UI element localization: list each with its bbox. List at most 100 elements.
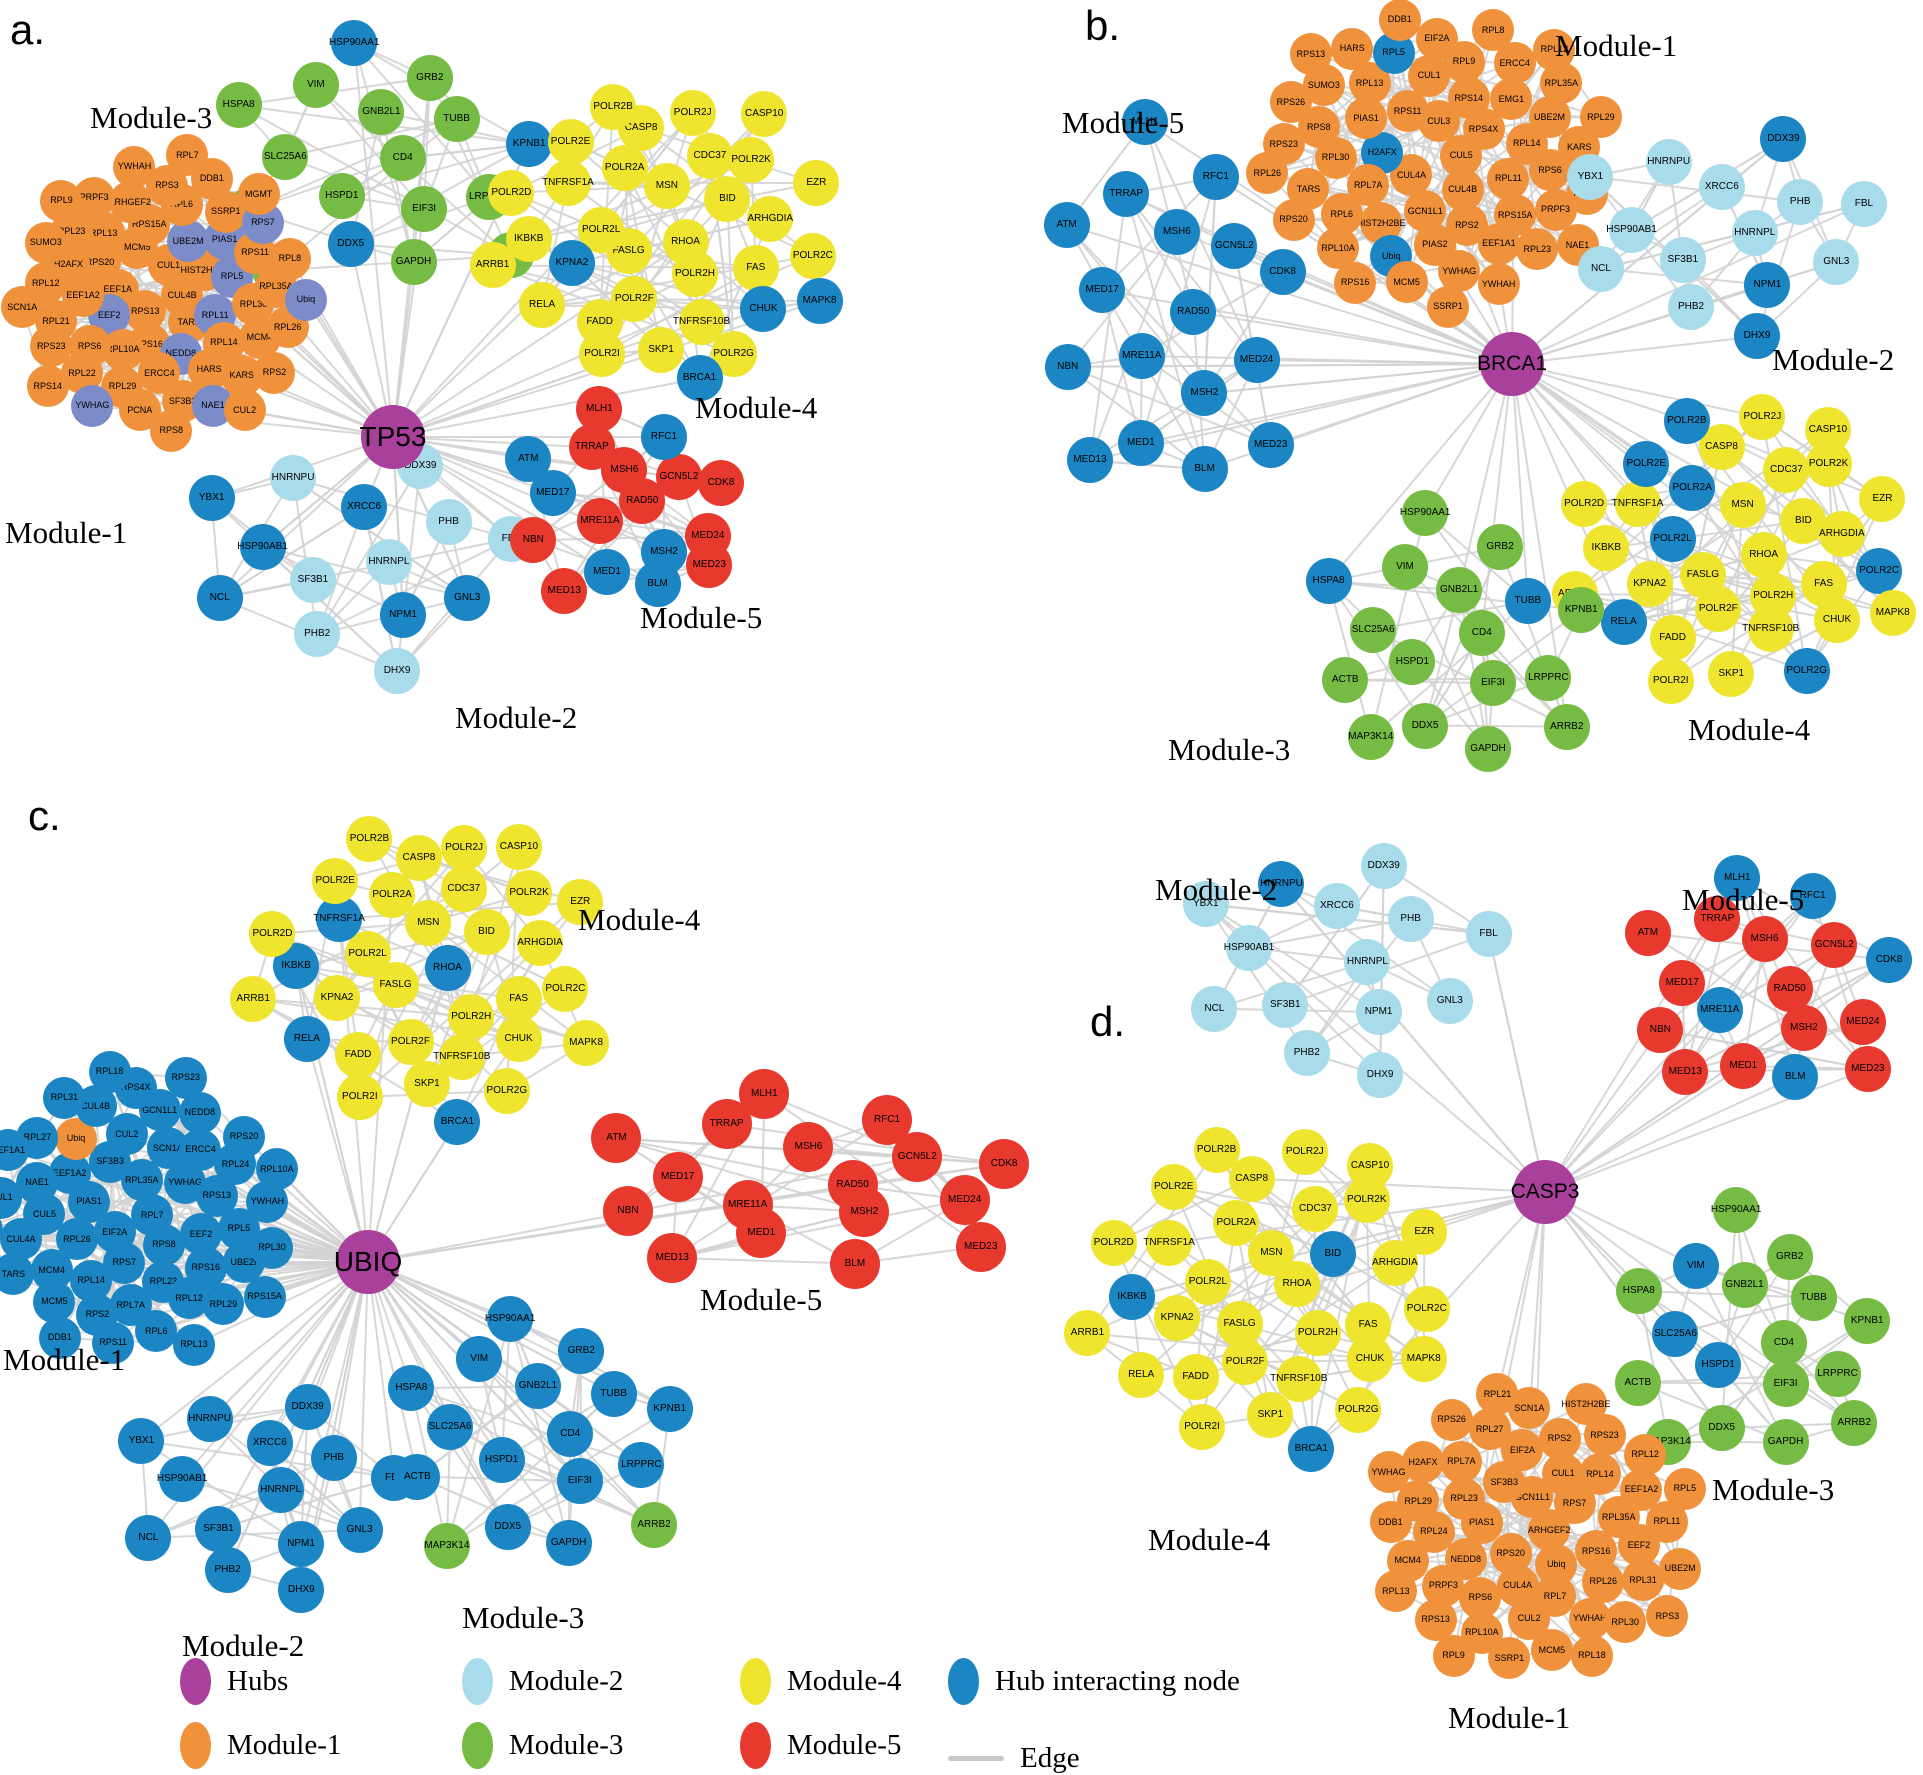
gene-node[interactable]: MGMT <box>237 173 280 216</box>
gene-node[interactable]: YWHAH <box>1477 263 1520 306</box>
gene-node[interactable]: RHOA <box>424 945 471 991</box>
gene-node[interactable]: MAPK8 <box>1400 1336 1447 1383</box>
gene-node[interactable]: HSP90AB1 <box>1224 924 1274 971</box>
gene-node[interactable]: XRCC6 <box>1313 883 1360 930</box>
gene-node[interactable]: CDK8 <box>1866 937 1913 984</box>
gene-node[interactable]: HSPA8 <box>215 82 262 129</box>
gene-node[interactable]: KPNA2 <box>548 240 595 287</box>
gene-node[interactable]: RPL26 <box>1582 1560 1625 1603</box>
gene-node[interactable]: ARRB1 <box>230 975 277 1022</box>
gene-node[interactable]: MRE11A <box>1696 986 1743 1033</box>
gene-node[interactable]: POLR2A <box>1213 1200 1260 1247</box>
gene-node[interactable]: TNFRSF1A <box>542 159 594 206</box>
gene-node[interactable]: CASP10 <box>1804 407 1851 454</box>
gene-node[interactable]: BRCA1 <box>434 1098 481 1145</box>
gene-node[interactable]: ARHGDIA <box>516 920 563 967</box>
gene-node[interactable]: POLR2L <box>1649 516 1696 563</box>
gene-node[interactable]: TUBB <box>433 96 480 143</box>
gene-node[interactable]: ATM <box>1624 910 1671 957</box>
gene-node[interactable]: MED13 <box>647 1233 698 1284</box>
gene-node[interactable]: BID <box>704 175 751 222</box>
gene-node[interactable]: CUL1 <box>1542 1452 1585 1495</box>
gene-node[interactable]: EZR <box>1401 1209 1448 1256</box>
gene-node[interactable]: RPS8 <box>142 1223 185 1266</box>
gene-node[interactable]: DDX39 <box>1760 116 1807 163</box>
gene-node[interactable]: PHB <box>1777 178 1824 225</box>
gene-node[interactable]: MCM5 <box>1385 261 1428 304</box>
gene-node[interactable]: POLR2G <box>1335 1387 1382 1434</box>
gene-node[interactable]: GNL3 <box>444 574 491 621</box>
gene-node[interactable]: EMG1 <box>1490 78 1533 121</box>
gene-node[interactable]: POLR2L <box>1184 1258 1231 1305</box>
gene-node[interactable]: CHUK <box>1346 1335 1393 1382</box>
gene-node[interactable]: HSP90AA1 <box>485 1295 535 1342</box>
gene-node[interactable]: NPM1 <box>380 592 427 639</box>
gene-node[interactable]: FBL <box>1465 910 1512 957</box>
gene-node[interactable]: MED17 <box>652 1151 703 1202</box>
gene-node[interactable]: RPS26 <box>1430 1398 1473 1441</box>
gene-node[interactable]: XRCC6 <box>341 484 388 531</box>
gene-node[interactable]: MSH2 <box>1181 370 1228 417</box>
gene-node[interactable]: SLC25A6 <box>1652 1310 1699 1357</box>
gene-node[interactable]: SSRP1 <box>1427 285 1470 328</box>
gene-node[interactable]: ARHGDIA <box>747 195 794 242</box>
gene-node[interactable]: PHB2 <box>294 611 341 658</box>
gene-node[interactable]: MLH1 <box>576 386 623 433</box>
gene-node[interactable]: RPS26 <box>1269 81 1312 124</box>
gene-node[interactable]: MSH2 <box>839 1186 890 1237</box>
gene-node[interactable]: MED24 <box>1839 998 1886 1045</box>
gene-node[interactable]: POLR2H <box>672 251 718 298</box>
gene-node[interactable]: KPNA2 <box>1154 1294 1201 1341</box>
gene-node[interactable]: LRPPRC <box>618 1442 665 1489</box>
gene-node[interactable]: RPL30 <box>1604 1601 1647 1644</box>
gene-node[interactable]: RPL9 <box>1432 1634 1475 1677</box>
gene-node[interactable]: MSH2 <box>1780 1005 1827 1052</box>
gene-node[interactable]: POLR2B <box>346 815 393 862</box>
gene-node[interactable]: POLR2C <box>1403 1286 1450 1333</box>
gene-node[interactable]: RPL7A <box>1440 1440 1483 1483</box>
gene-node[interactable]: EIF2A <box>1415 17 1458 60</box>
gene-node[interactable]: DDX39 <box>1360 842 1407 889</box>
gene-node[interactable]: HSP90AB1 <box>237 523 288 570</box>
gene-node[interactable]: GAPDH <box>1464 726 1511 773</box>
gene-node[interactable]: YBX1 <box>188 475 235 522</box>
hub-node[interactable]: UBIQ <box>334 1230 402 1294</box>
gene-node[interactable]: DHX9 <box>1357 1052 1404 1099</box>
gene-node[interactable]: GNB2L1 <box>358 88 405 135</box>
gene-node[interactable]: MED23 <box>1844 1046 1891 1093</box>
gene-node[interactable]: EIF3I <box>556 1458 603 1505</box>
gene-node[interactable]: MSN <box>1248 1229 1295 1276</box>
gene-node[interactable]: RPL8 <box>268 237 311 280</box>
hub-node[interactable]: BRCA1 <box>1477 332 1547 396</box>
gene-node[interactable]: RPS15A <box>243 1275 286 1318</box>
gene-node[interactable]: TNFRSF1A <box>1143 1220 1195 1267</box>
gene-node[interactable]: RPL8 <box>1472 9 1515 52</box>
gene-node[interactable]: GRB2 <box>406 54 453 101</box>
gene-node[interactable]: HNRNPL <box>257 1466 304 1513</box>
gene-node[interactable]: POLR2F <box>1222 1339 1269 1386</box>
gene-node[interactable]: PHB2 <box>1668 284 1715 331</box>
gene-node[interactable]: MED17 <box>1659 959 1706 1006</box>
gene-node[interactable]: HSPD1 <box>1389 638 1436 685</box>
gene-node[interactable]: POLR2A <box>369 872 416 919</box>
gene-node[interactable]: GCN5L2 <box>655 453 702 500</box>
gene-node[interactable]: RPS8 <box>150 409 193 452</box>
gene-node[interactable]: NCL <box>1191 985 1238 1032</box>
gene-node[interactable]: TNFRSF10B <box>1270 1356 1327 1403</box>
gene-node[interactable]: TUBB <box>1504 578 1551 625</box>
gene-node[interactable]: SLC25A6 <box>427 1404 474 1451</box>
gene-node[interactable]: NBN <box>602 1185 653 1236</box>
gene-node[interactable]: RPS16 <box>1334 261 1377 304</box>
gene-node[interactable]: NBN <box>1044 343 1091 390</box>
gene-node[interactable]: MAPK8 <box>796 278 843 325</box>
gene-node[interactable]: GCN5L2 <box>1211 222 1258 269</box>
gene-node[interactable]: NCL <box>125 1514 172 1561</box>
gene-node[interactable]: SF3B1 <box>1262 982 1309 1029</box>
gene-node[interactable]: ARHGDIA <box>1818 511 1865 558</box>
gene-node[interactable]: MSN <box>1719 482 1766 529</box>
gene-node[interactable]: ACTB <box>394 1453 441 1500</box>
gene-node[interactable]: RPS20 <box>1272 198 1315 241</box>
gene-node[interactable]: MSN <box>643 163 690 210</box>
gene-node[interactable]: CASP8 <box>395 834 442 881</box>
gene-node[interactable]: EIF3I <box>1762 1360 1809 1407</box>
